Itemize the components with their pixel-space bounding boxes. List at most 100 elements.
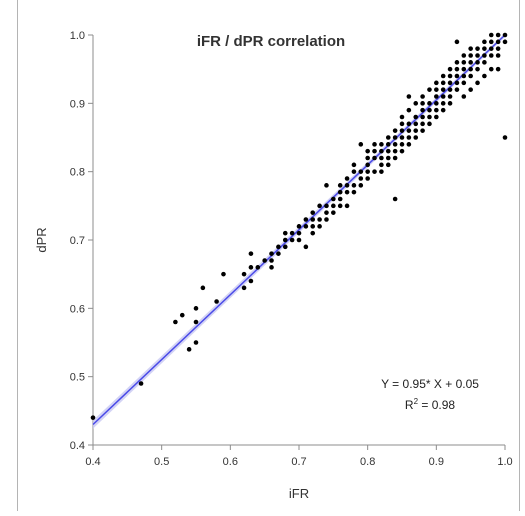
data-point <box>495 53 501 58</box>
scatter-points <box>90 32 508 420</box>
data-point <box>173 319 178 325</box>
data-point <box>427 107 432 113</box>
data-point <box>440 94 446 99</box>
data-point <box>372 155 377 161</box>
data-point <box>434 94 439 99</box>
data-point <box>365 148 370 154</box>
data-point <box>482 60 487 65</box>
data-point <box>385 148 391 154</box>
data-point <box>289 230 295 236</box>
chart-title: iFR / dPR correlation <box>197 33 345 50</box>
data-point <box>324 217 329 222</box>
data-point <box>468 53 473 58</box>
data-point <box>461 60 467 65</box>
data-point <box>310 224 316 229</box>
data-point <box>427 121 432 127</box>
data-point <box>269 258 274 263</box>
data-point <box>385 155 391 161</box>
data-point <box>303 217 309 222</box>
y-tick-label: 0.7 <box>70 235 85 247</box>
data-point <box>365 176 370 181</box>
data-point <box>344 203 350 209</box>
data-point <box>337 196 343 202</box>
data-point <box>344 183 350 188</box>
data-point <box>406 94 412 99</box>
data-point <box>406 135 412 140</box>
data-point <box>495 39 501 45</box>
data-point <box>282 237 288 243</box>
regression-layer <box>92 32 506 429</box>
data-point <box>331 196 336 202</box>
data-point <box>379 155 384 161</box>
data-point <box>461 53 467 58</box>
x-tick-label: 0.8 <box>360 456 375 468</box>
data-point <box>454 66 460 72</box>
data-point <box>358 169 364 174</box>
data-point <box>454 80 460 86</box>
data-point <box>385 135 391 140</box>
data-point <box>241 285 247 291</box>
data-point <box>440 73 446 79</box>
data-point <box>434 87 439 92</box>
data-point <box>406 128 412 133</box>
data-point <box>440 80 446 86</box>
data-point <box>495 32 501 38</box>
data-point <box>399 114 405 120</box>
data-point <box>179 312 185 318</box>
data-point <box>447 73 453 79</box>
data-point <box>358 183 364 188</box>
data-point <box>385 162 391 168</box>
data-point <box>248 251 254 256</box>
data-point <box>502 39 508 45</box>
data-point <box>289 237 295 243</box>
data-point <box>344 189 350 195</box>
data-point <box>317 224 322 229</box>
data-point <box>406 142 412 147</box>
data-point <box>427 114 432 120</box>
data-point <box>193 306 199 311</box>
y-tick-label: 1.0 <box>70 30 85 42</box>
data-point <box>495 66 501 72</box>
data-point <box>440 87 446 92</box>
regression-line <box>92 34 506 426</box>
data-point <box>468 87 473 92</box>
data-point <box>200 285 206 291</box>
data-point <box>461 80 467 86</box>
data-point <box>276 244 281 250</box>
data-point <box>303 224 309 229</box>
y-tick-label: 0.9 <box>70 98 85 110</box>
r-squared-label: R2 = 0.98 <box>405 397 455 412</box>
data-point <box>296 237 302 243</box>
data-point <box>440 101 446 106</box>
data-point <box>90 415 96 420</box>
r-squared-prefix: R <box>405 398 414 412</box>
x-tick-label: 0.7 <box>291 456 306 468</box>
data-point <box>468 66 473 72</box>
regression-equation: Y = 0.95* X + 0.05 <box>381 377 479 391</box>
data-point <box>447 101 453 106</box>
data-point <box>392 196 398 202</box>
data-point <box>413 114 419 120</box>
data-point <box>502 135 508 140</box>
data-point <box>255 265 261 270</box>
axis-ticks: 0.4 0.5 0.6 0.7 0.8 0.9 1.0 0.4 0.5 0.6 0.7 0.8 0.9 1… <box>70 30 513 468</box>
data-point <box>461 66 467 72</box>
data-point <box>365 169 370 174</box>
data-point <box>420 94 425 99</box>
data-point <box>379 169 384 174</box>
data-point <box>351 169 357 174</box>
data-point <box>434 101 439 106</box>
data-point <box>454 73 460 79</box>
data-point <box>413 135 419 140</box>
data-point <box>440 107 446 113</box>
data-point <box>468 73 473 79</box>
data-point <box>282 244 288 250</box>
x-tick-label: 1.0 <box>497 456 512 468</box>
data-point <box>475 60 480 65</box>
data-point <box>392 135 398 140</box>
data-point <box>337 203 343 209</box>
data-point <box>186 347 192 352</box>
data-point <box>385 142 391 147</box>
x-tick-label: 0.4 <box>85 456 100 468</box>
data-point <box>413 101 419 106</box>
